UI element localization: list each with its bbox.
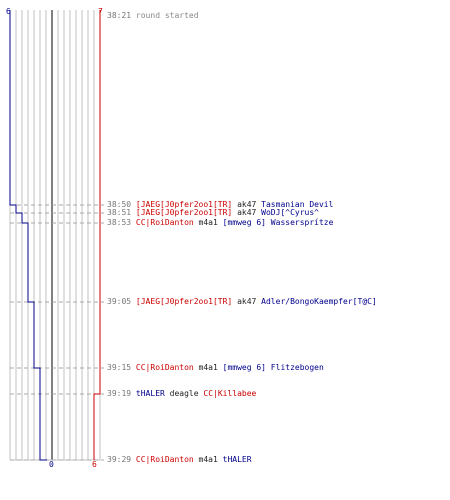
victim-name: Tasmanian Devil — [261, 200, 334, 209]
event-time: 39:05 — [107, 297, 132, 306]
victim-name: CC|Killabee — [203, 389, 257, 398]
event-time: 39:19 — [107, 389, 132, 398]
victim-name: [mmweg 6] Flitzebogen — [222, 363, 324, 372]
blue-alive-top-label: 6 — [6, 7, 11, 16]
event-time: 38:21 — [107, 11, 132, 20]
event-time: 38:53 — [107, 218, 132, 227]
event-time: 38:50 — [107, 200, 132, 209]
weapon-name: m4a1 — [198, 363, 218, 372]
red-alive-top-label: 7 — [98, 7, 103, 16]
killer-name: [JAEG[J0pfer2oo1[TR] — [135, 297, 233, 306]
killer-name: [JAEG[J0pfer2oo1[TR] — [135, 200, 233, 209]
victim-name: tHALER — [222, 455, 252, 464]
weapon-name: ak47 — [237, 297, 257, 306]
event-row: 39:15 CC|RoiDanton m4a1 [mmweg 6] Flitze… — [107, 363, 324, 373]
blue-alive-step-line — [9, 10, 47, 461]
victim-name: [mmweg 6] Wassersprítze — [222, 218, 334, 227]
event-row: 38:21 round started — [107, 11, 199, 21]
event-text: round started — [135, 11, 199, 20]
killer-name: CC|RoiDanton — [135, 363, 194, 372]
event-row: 38:53 CC|RoiDanton m4a1 [mmweg 6] Wasser… — [107, 218, 333, 228]
weapon-name: ak47 — [237, 208, 257, 217]
red-alive-bottom-label: 6 — [92, 460, 97, 469]
weapon-name: ak47 — [237, 200, 257, 209]
event-row: 39:05 [JAEG[J0pfer2oo1[TR] ak47 Adler/Bo… — [107, 297, 377, 307]
weapon-name: m4a1 — [198, 455, 218, 464]
event-time: 38:51 — [107, 208, 132, 217]
victim-name: Adler/BongoKaempfer[T@C] — [261, 297, 377, 306]
killer-name: CC|RoiDanton — [135, 455, 194, 464]
event-time: 39:15 — [107, 363, 132, 372]
event-row: 39:19 tHALER deagle CC|Killabee — [107, 389, 256, 399]
event-row: 38:51 [JAEG[J0pfer2oo1[TR] ak47 WoDJ[^Cy… — [107, 208, 319, 218]
red-alive-step-line — [93, 10, 101, 460]
killer-name: tHALER — [135, 389, 165, 398]
event-row: 39:29 CC|RoiDanton m4a1 tHALER — [107, 455, 252, 465]
weapon-name: m4a1 — [198, 218, 218, 227]
event-row: 38:50 [JAEG[J0pfer2oo1[TR] ak47 Tasmania… — [107, 200, 333, 210]
killer-name: CC|RoiDanton — [135, 218, 194, 227]
killer-name: [JAEG[J0pfer2oo1[TR] — [135, 208, 233, 217]
event-time: 39:29 — [107, 455, 132, 464]
blue-alive-bottom-label: 0 — [49, 460, 54, 469]
victim-name: WoDJ[^Cyrus^ — [261, 208, 319, 217]
weapon-name: deagle — [169, 389, 199, 398]
